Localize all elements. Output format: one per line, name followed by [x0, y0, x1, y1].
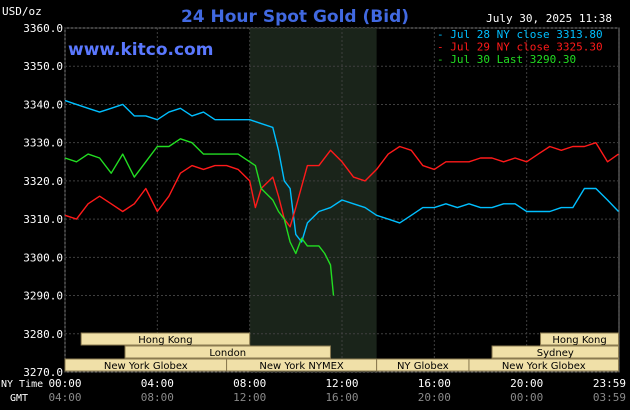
- series-line-2: [64, 142, 619, 228]
- x-tick-label-gmt: 00:00: [510, 391, 543, 404]
- x-tick-label: 00:00: [48, 377, 81, 390]
- y-tick-label: 3360.0: [23, 22, 63, 35]
- session-label: Sydney: [537, 348, 574, 359]
- session-bar: [540, 332, 620, 346]
- legend-entry: - Jul 28 NY close 3313.80: [437, 28, 603, 41]
- x-tick-label: 08:00: [233, 377, 266, 390]
- x-tick-label: 16:00: [418, 377, 451, 390]
- session-bar: [80, 332, 251, 346]
- legend-entry: - Jul 30 Last 3290.30: [437, 53, 576, 66]
- session-bar: [468, 358, 620, 372]
- y-tick-label: 3310.0: [23, 213, 63, 226]
- session-label: Hong Kong: [552, 335, 606, 346]
- x-tick-label: 04:00: [141, 377, 174, 390]
- ny-time-label: NY Time: [1, 379, 43, 390]
- y-tick-label: 3340.0: [23, 98, 63, 111]
- x-tick-label-gmt: 20:00: [418, 391, 451, 404]
- session-bar: [124, 345, 331, 359]
- series-line-3: [64, 138, 335, 296]
- session-label: New York NYMEX: [259, 361, 344, 372]
- legend-entry: - Jul 29 NY close 3325.30: [437, 41, 603, 54]
- chart-title: 24 Hour Spot Gold (Bid): [181, 7, 409, 27]
- session-label: New York Globex: [502, 361, 586, 372]
- y-tick-label: 3270.0: [23, 366, 63, 379]
- y-tick-label: 3350.0: [23, 60, 63, 73]
- x-tick-label-gmt: 03:59: [593, 391, 626, 404]
- session-label: NY Globex: [397, 361, 449, 372]
- timestamp: July 30, 2025 11:38: [486, 12, 612, 25]
- y-tick-label: 3320.0: [23, 175, 63, 188]
- x-tick-label: 23:59: [593, 377, 626, 390]
- y-tick-label: 3300.0: [23, 251, 63, 264]
- session-label: London: [209, 348, 246, 359]
- y-tick-label: 3290.0: [23, 290, 63, 303]
- x-tick-label: 20:00: [510, 377, 543, 390]
- x-tick-label-gmt: 12:00: [233, 391, 266, 404]
- x-tick-label-gmt: 08:00: [141, 391, 174, 404]
- session-label: New York Globex: [104, 361, 188, 372]
- session-bar: [491, 345, 620, 359]
- trading-session-shade: [249, 28, 377, 372]
- x-tick-label-gmt: 04:00: [48, 391, 81, 404]
- watermark: www.kitco.com: [68, 40, 213, 60]
- x-tick-label-gmt: 16:00: [325, 391, 358, 404]
- y-tick-label: 3280.0: [23, 328, 63, 341]
- series-line-1: [64, 99, 620, 243]
- x-tick-label: 12:00: [325, 377, 358, 390]
- y-tick-label: 3330.0: [23, 137, 63, 150]
- gmt-label: GMT: [10, 393, 28, 404]
- y-axis-unit: USD/oz: [2, 5, 42, 18]
- session-label: Hong Kong: [138, 335, 192, 346]
